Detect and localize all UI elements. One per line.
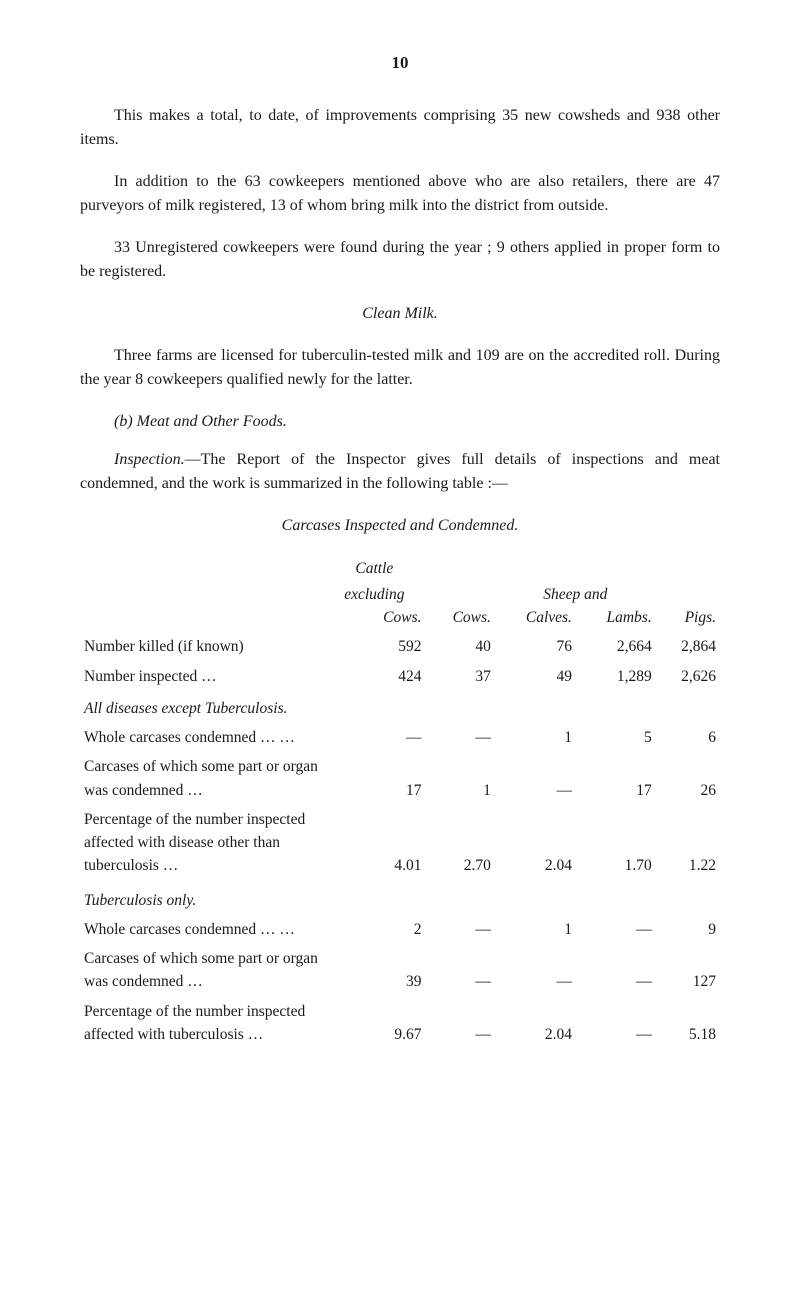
cell: 39: [323, 944, 425, 997]
inspection-lead: Inspection.: [114, 451, 185, 468]
cell: 2.04: [495, 805, 576, 881]
table-row: Whole carcases condemned … … — — 1 5 6: [80, 723, 720, 752]
table-row: Number inspected … 424 37 49 1,289 2,626: [80, 662, 720, 691]
cell: —: [425, 723, 494, 752]
cell: 5.18: [656, 997, 720, 1050]
cell: —: [576, 915, 656, 944]
cell: —: [495, 752, 576, 805]
section-2-title: Tuberculosis only.: [80, 881, 720, 915]
section-1-title: All diseases except Tuberculosis.: [80, 691, 720, 723]
row-label: Carcases of which some part or organ was…: [80, 752, 323, 805]
row-label: Whole carcases condemned … …: [80, 723, 323, 752]
section-title-row: Tuberculosis only.: [80, 881, 720, 915]
table-header-row-1: Cattle: [80, 554, 720, 580]
table-row: Whole carcases condemned … … 2 — 1 — 9: [80, 915, 720, 944]
cell: 2: [323, 915, 425, 944]
cell: —: [425, 944, 494, 997]
cell: 1: [495, 723, 576, 752]
cell: 424: [323, 662, 425, 691]
header-cows2: Cows.: [425, 606, 494, 632]
table-header-row-2: excluding Sheep and: [80, 580, 720, 606]
paragraph-2: In addition to the 63 cowkeepers mention…: [80, 170, 720, 218]
cell: 17: [576, 752, 656, 805]
row-label: Number inspected …: [80, 662, 323, 691]
cell: 40: [425, 632, 494, 661]
cell: 2,626: [656, 662, 720, 691]
cell: 2.04: [495, 997, 576, 1050]
cell: 4.01: [323, 805, 425, 881]
cell: —: [576, 997, 656, 1050]
table-row: Number killed (if known) 592 40 76 2,664…: [80, 632, 720, 661]
cell: 26: [656, 752, 720, 805]
cell: 49: [495, 662, 576, 691]
cell: —: [425, 915, 494, 944]
header-lambs: Lambs.: [576, 606, 656, 632]
row-label: Whole carcases condemned … …: [80, 915, 323, 944]
table-row: Percentage of the number inspected affec…: [80, 805, 720, 881]
clean-milk-heading: Clean Milk.: [80, 302, 720, 326]
row-label: Percentage of the number inspected affec…: [80, 805, 323, 881]
page-number: 10: [80, 50, 720, 76]
cell: 127: [656, 944, 720, 997]
cell: 1.70: [576, 805, 656, 881]
cell: —: [495, 944, 576, 997]
cell: 37: [425, 662, 494, 691]
cell: 1: [495, 915, 576, 944]
paragraph-3: 33 Unregistered cowkeepers were found du…: [80, 236, 720, 284]
header-cattle-1: Cattle: [323, 554, 425, 580]
row-label: Carcases of which some part or organ was…: [80, 944, 323, 997]
section-title-row: All diseases except Tuberculosis.: [80, 691, 720, 723]
cell: 2,664: [576, 632, 656, 661]
cell: 9: [656, 915, 720, 944]
cell: 6: [656, 723, 720, 752]
header-pigs: Pigs.: [656, 606, 720, 632]
paragraph-4: Three farms are licensed for tuberculin-…: [80, 344, 720, 392]
header-calves: Calves.: [495, 606, 576, 632]
cell: 76: [495, 632, 576, 661]
cell: —: [576, 944, 656, 997]
subhead-b: (b) Meat and Other Foods.: [80, 410, 720, 434]
table-row: Percentage of the number inspected affec…: [80, 997, 720, 1050]
cell: 1,289: [576, 662, 656, 691]
table-title: Carcases Inspected and Condemned.: [80, 514, 720, 538]
cell: 2.70: [425, 805, 494, 881]
paragraph-1: This makes a total, to date, of improvem…: [80, 104, 720, 152]
header-sheep: Sheep and: [495, 580, 656, 606]
paragraph-5: Inspection.—The Report of the Inspector …: [80, 448, 720, 496]
cell: 592: [323, 632, 425, 661]
carcases-table: Cattle excluding Sheep and Cows. Cows. C…: [80, 554, 720, 1050]
header-cattle-2: excluding: [323, 580, 425, 606]
table-header-row-3: Cows. Cows. Calves. Lambs. Pigs.: [80, 606, 720, 632]
cell: 1: [425, 752, 494, 805]
cell: 1.22: [656, 805, 720, 881]
table-row: Carcases of which some part or organ was…: [80, 752, 720, 805]
header-cows1: Cows.: [323, 606, 425, 632]
row-label: Number killed (if known): [80, 632, 323, 661]
cell: —: [323, 723, 425, 752]
row-label: Percentage of the number inspected affec…: [80, 997, 323, 1050]
cell: —: [425, 997, 494, 1050]
cell: 17: [323, 752, 425, 805]
cell: 5: [576, 723, 656, 752]
cell: 9.67: [323, 997, 425, 1050]
cell: 2,864: [656, 632, 720, 661]
table-row: Carcases of which some part or organ was…: [80, 944, 720, 997]
